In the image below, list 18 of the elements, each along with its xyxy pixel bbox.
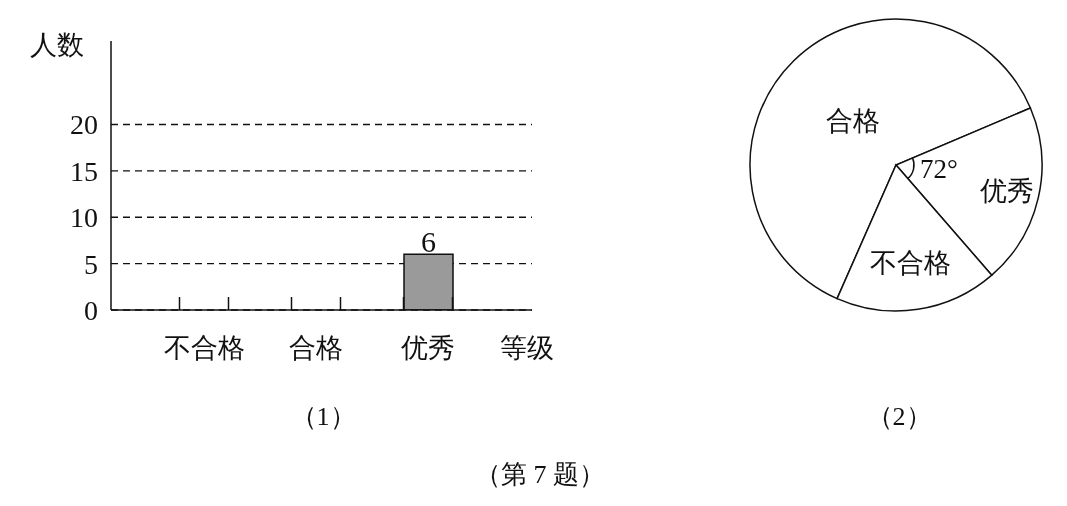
y-tick-label: 20 — [70, 109, 98, 141]
x-tick-label: 不合格 — [163, 333, 245, 363]
text: （第 7 题） — [474, 460, 606, 490]
data-label: 6 — [421, 225, 436, 259]
y-tick-label: 5 — [84, 248, 98, 280]
y-axis-title: 人数 — [30, 30, 84, 60]
y-tick-label: 15 — [70, 155, 98, 187]
text: （1） — [289, 402, 357, 432]
slice-label: 优秀 — [979, 175, 1034, 206]
x-tick-label: 优秀 — [401, 333, 455, 363]
text: （2） — [865, 402, 933, 432]
slice-label: 不合格 — [870, 248, 952, 279]
text: 72° — [919, 153, 958, 184]
x-axis-title: 等级 — [500, 333, 554, 363]
y-tick-label: 0 — [84, 294, 98, 326]
x-tick-label: 合格 — [289, 333, 343, 363]
slice-label: 合格 — [825, 106, 880, 137]
y-tick-label: 10 — [70, 202, 98, 234]
